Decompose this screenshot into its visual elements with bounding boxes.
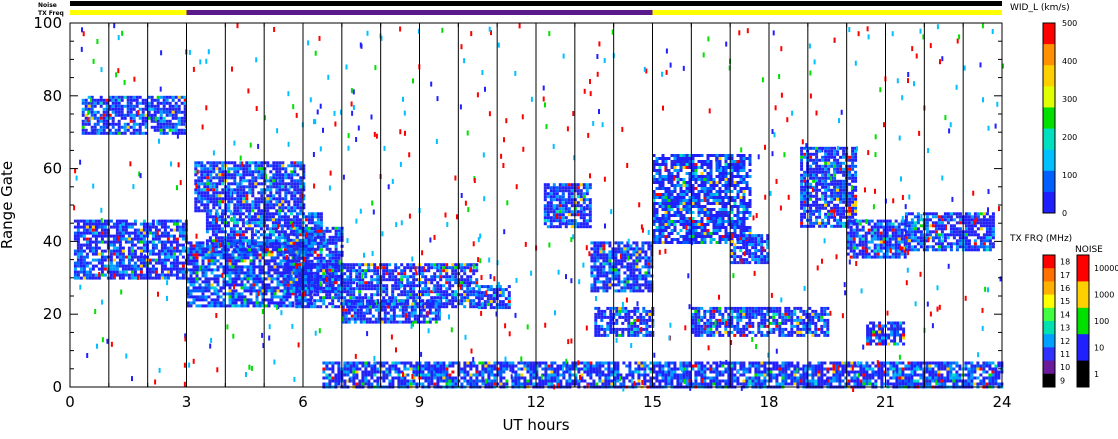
colorbar-swatch bbox=[1043, 361, 1055, 375]
echo-region bbox=[594, 307, 654, 337]
colorbar-swatch bbox=[1043, 150, 1055, 172]
colorbar-swatch bbox=[1043, 374, 1055, 388]
colorbar-swatch bbox=[1077, 334, 1089, 361]
colorbar-tick-label: 11 bbox=[1060, 350, 1070, 359]
x-tick-label: 18 bbox=[759, 393, 778, 411]
colorbar-tick-label: 1 bbox=[1094, 370, 1099, 379]
y-axis-label: Range Gate bbox=[0, 161, 16, 249]
colorbar-swatch bbox=[1043, 65, 1055, 87]
y-tick-label: 0 bbox=[52, 378, 62, 396]
x-tick-label: 0 bbox=[65, 393, 75, 411]
colorbar-swatch bbox=[1043, 107, 1055, 129]
y-tick-label: 60 bbox=[43, 160, 62, 178]
colorbar-tick-label: 300 bbox=[1062, 95, 1077, 104]
y-tick-label: 100 bbox=[33, 14, 62, 32]
echo-region bbox=[847, 220, 907, 259]
y-tick-label: 40 bbox=[43, 232, 62, 250]
colorbar-tick-label: 12 bbox=[1060, 337, 1070, 346]
x-tick-label: 12 bbox=[526, 393, 545, 411]
colorbar-swatch bbox=[1043, 44, 1055, 66]
colorbar: TX FRQ (MHz) 18 17 16 15 14 13 12 11 10 9 bbox=[1009, 234, 1072, 388]
colorbar-swatch bbox=[1077, 308, 1089, 335]
colorbar-tick-label: 0 bbox=[1062, 209, 1067, 218]
colorbar-tick-label: 14 bbox=[1060, 310, 1070, 319]
colorbar-swatch bbox=[1043, 281, 1055, 295]
colorbar-tick-label: 10 bbox=[1060, 363, 1070, 372]
colorbar-swatch bbox=[1043, 321, 1055, 335]
colorbar: WID_L (km/s) 500 400 300 200 100 0 bbox=[1010, 3, 1077, 218]
tx-freq-strip: TX Freq bbox=[38, 10, 1002, 17]
colorbar-tick-label: 15 bbox=[1060, 297, 1070, 306]
colorbar-swatch bbox=[1077, 255, 1089, 282]
colorbar-swatch bbox=[1043, 347, 1055, 361]
colorbar-tick-label: 13 bbox=[1060, 324, 1070, 333]
colorbar-tick-label: 10 bbox=[1094, 343, 1104, 352]
colorbar-tick-label: 10000 bbox=[1094, 264, 1118, 273]
x-tick-label: 6 bbox=[298, 393, 308, 411]
colorbar-swatch bbox=[1043, 129, 1055, 151]
tx-freq-segment bbox=[187, 10, 653, 15]
noise-strip-bar bbox=[70, 1, 1002, 6]
colorbar-tick-label: 500 bbox=[1062, 19, 1077, 28]
colorbar-tick-label: 9 bbox=[1060, 376, 1065, 385]
x-axis-label: UT hours bbox=[502, 416, 569, 434]
x-tick-label: 3 bbox=[182, 393, 192, 411]
colorbar-tick-label: 100 bbox=[1094, 317, 1109, 326]
colorbar-swatch bbox=[1043, 334, 1055, 348]
x-tick-label: 9 bbox=[415, 393, 425, 411]
colorbar-title: TX FRQ (MHz) bbox=[1009, 234, 1072, 244]
y-tick-label: 20 bbox=[43, 305, 62, 323]
colorbar-swatch bbox=[1043, 86, 1055, 108]
colorbar-tick-label: 18 bbox=[1060, 258, 1070, 267]
colorbar-swatch bbox=[1077, 281, 1089, 308]
x-tick-label: 24 bbox=[992, 393, 1011, 411]
colorbar-swatch bbox=[1043, 192, 1055, 214]
x-tick-label: 15 bbox=[643, 393, 662, 411]
colorbar-tick-label: 16 bbox=[1060, 284, 1070, 293]
colorbar-swatch bbox=[1043, 295, 1055, 309]
colorbar-tick-label: 1000 bbox=[1094, 291, 1114, 300]
noise-strip: Noise bbox=[38, 1, 1002, 9]
tx-freq-segment bbox=[653, 10, 1003, 15]
colorbar-tick-label: 17 bbox=[1060, 271, 1070, 280]
colorbar-tick-label: 100 bbox=[1062, 171, 1077, 180]
colorbar-title: WID_L (km/s) bbox=[1010, 3, 1070, 13]
colorbar-swatch bbox=[1043, 268, 1055, 282]
colorbar: NOISE 10000 1000 100 10 1 bbox=[1075, 245, 1118, 388]
tx-freq-segment bbox=[70, 10, 187, 15]
y-tick-label: 80 bbox=[43, 87, 62, 105]
colorbar-swatch bbox=[1043, 171, 1055, 193]
echo-region bbox=[74, 220, 188, 280]
colorbar-swatch bbox=[1043, 23, 1055, 45]
colorbar-tick-label: 400 bbox=[1062, 57, 1077, 66]
colorbar-swatch bbox=[1043, 308, 1055, 322]
colorbar-tick-label: 200 bbox=[1062, 133, 1077, 142]
x-tick-label: 21 bbox=[876, 393, 895, 411]
noise-strip-label: Noise bbox=[38, 2, 57, 9]
colorbar-swatch bbox=[1077, 361, 1089, 388]
colorbar-title: NOISE bbox=[1075, 245, 1103, 255]
colorbar-swatch bbox=[1043, 255, 1055, 269]
